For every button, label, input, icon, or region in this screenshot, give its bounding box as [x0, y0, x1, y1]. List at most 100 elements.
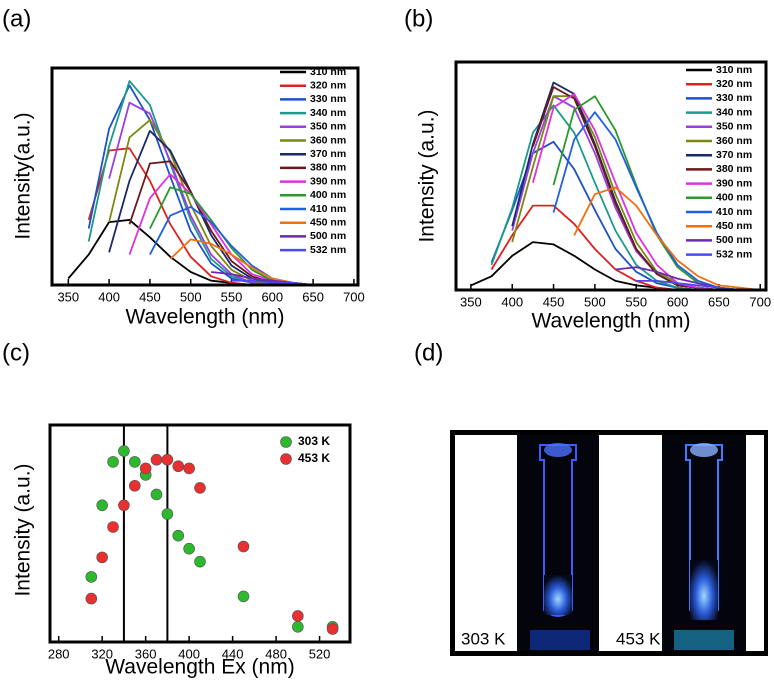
x-tick-label: 440	[222, 646, 244, 661]
photo-label: 303 K	[461, 629, 506, 648]
x-tick-label: 360	[135, 646, 157, 661]
x-tick-label: 400	[501, 294, 523, 309]
y-axis-label: Intensity (a.u.)	[12, 463, 35, 596]
point	[237, 540, 250, 553]
point	[85, 571, 98, 583]
vial-cap	[544, 443, 572, 457]
point	[326, 623, 339, 635]
legend-label: 400 nm	[716, 192, 752, 204]
x-tick-label: 700	[749, 294, 771, 309]
panel-label: (a)	[2, 5, 31, 32]
point	[183, 542, 195, 555]
point	[107, 521, 119, 533]
photo-bg	[746, 435, 764, 651]
x-tick-label: 650	[302, 289, 324, 304]
x-tick-label: 650	[708, 294, 730, 309]
x-tick-label: 500	[584, 294, 606, 309]
point	[161, 508, 174, 520]
legend-swatch	[280, 436, 292, 448]
legend-label: 360 nm	[716, 135, 752, 147]
x-axis-label: Wavelength (nm)	[531, 310, 690, 333]
x-axis-label: Wavelength (nm)	[125, 306, 284, 329]
legend-label: 450 nm	[310, 216, 346, 228]
x-tick-label: 550	[221, 289, 243, 304]
x-tick-label: 350	[57, 289, 79, 304]
legend-label: 350 nm	[310, 121, 346, 133]
photo-label: 453 K	[616, 629, 661, 648]
legend-label: 410 nm	[310, 203, 346, 215]
plot-frame	[50, 66, 360, 287]
point	[96, 551, 108, 564]
point	[107, 456, 119, 468]
vial-cap	[690, 443, 718, 457]
legend-label: 330 nm	[310, 93, 346, 105]
legend-label: 390 nm	[716, 177, 752, 189]
point	[128, 479, 141, 492]
legend-label: 310 nm	[716, 64, 752, 76]
legend-label: 390 nm	[310, 175, 346, 187]
legend-label: 340 nm	[716, 106, 752, 118]
legend-label: 350 nm	[716, 121, 752, 133]
legend-label: 410 nm	[716, 206, 752, 218]
plot-frame	[48, 423, 352, 644]
x-tick-label: 500	[180, 289, 202, 304]
x-tick-label: 520	[309, 646, 331, 661]
point	[172, 460, 185, 473]
x-tick-label: 320	[91, 646, 113, 661]
x-tick-label: 350	[460, 294, 482, 309]
point	[172, 529, 185, 542]
x-tick-label: 600	[261, 289, 283, 304]
x-tick-label: 480	[265, 646, 287, 661]
legend-label: 532 nm	[310, 244, 346, 256]
panel-label: (d)	[414, 339, 443, 366]
legend-label: 532 nm	[716, 248, 752, 260]
x-axis-label: Wavelength Ex (nm)	[105, 656, 294, 679]
legend-label: 450 nm	[716, 220, 752, 232]
vial-glow	[544, 575, 572, 615]
point	[85, 592, 98, 605]
point	[96, 499, 108, 512]
legend-label: 500 nm	[310, 230, 346, 242]
legend-label: 360 nm	[310, 134, 346, 146]
point	[194, 482, 206, 494]
legend-label: 370 nm	[310, 148, 346, 160]
x-tick-label: 400	[178, 646, 200, 661]
vial-bg	[517, 435, 599, 651]
x-tick-label: 600	[667, 294, 689, 309]
photo-panel: 303 K 453 K	[450, 430, 768, 656]
point	[237, 590, 250, 603]
series-line	[573, 186, 761, 291]
x-tick-label: 400	[98, 289, 120, 304]
legend-label: 330 nm	[716, 92, 752, 104]
vial-reflection	[530, 630, 590, 650]
legend-label: 370 nm	[716, 149, 752, 161]
point	[118, 499, 130, 512]
legend-label: 380 nm	[310, 162, 346, 174]
panel-label: (c)	[2, 339, 30, 366]
point	[292, 610, 304, 622]
vial-reflection	[674, 630, 734, 650]
point	[292, 621, 304, 633]
panel-label: (b)	[404, 5, 433, 32]
legend-swatch	[280, 453, 292, 465]
photo-bg	[455, 435, 517, 651]
point	[128, 456, 141, 468]
legend-label: 400 nm	[310, 189, 346, 201]
legend-label: 320 nm	[310, 79, 346, 91]
x-tick-label: 550	[625, 294, 647, 309]
point	[150, 488, 163, 501]
point	[194, 555, 206, 568]
x-tick-label: 450	[543, 294, 565, 309]
legend-label: 380 nm	[716, 163, 752, 175]
x-tick-label: 450	[139, 289, 161, 304]
legend-label: 320 nm	[716, 78, 752, 90]
legend-label: 500 nm	[716, 234, 752, 246]
y-axis-label: Intensity (a.u.)	[416, 109, 439, 242]
legend-label: 340 nm	[310, 107, 346, 119]
x-tick-label: 700	[343, 289, 365, 304]
x-tick-label: 280	[48, 646, 70, 661]
point	[118, 445, 130, 457]
point	[183, 462, 195, 475]
plot-frame	[454, 60, 768, 292]
